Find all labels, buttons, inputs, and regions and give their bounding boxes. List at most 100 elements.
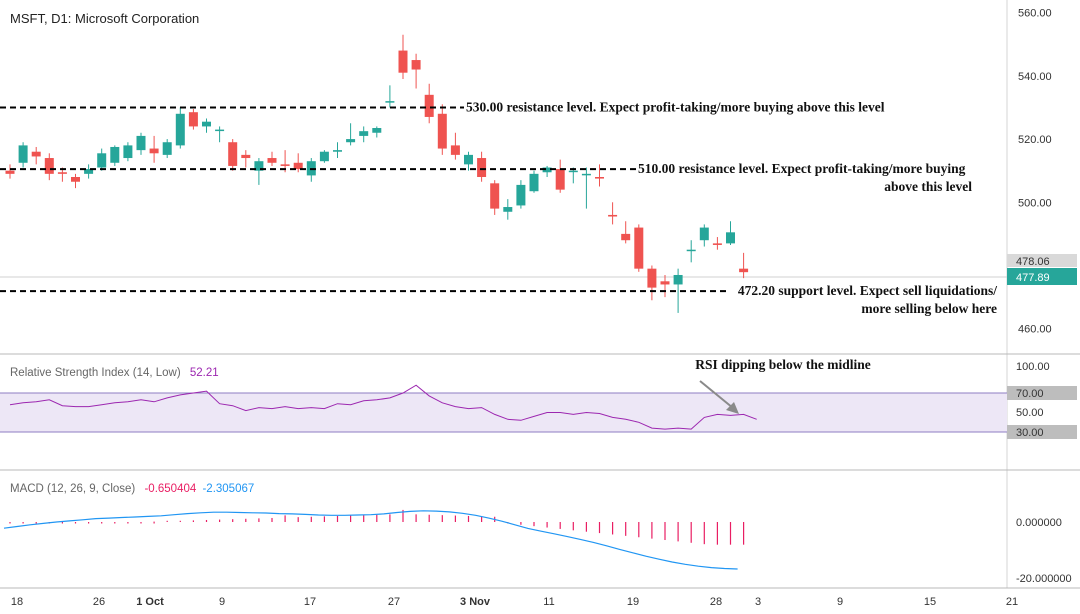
candle-bearish: [477, 158, 487, 177]
candle-bearish: [424, 94, 434, 117]
candle-bearish: [634, 227, 644, 269]
candle-bullish: [84, 169, 94, 174]
candle-bullish: [372, 128, 382, 133]
candle-bearish: [267, 158, 277, 163]
candle-bullish: [464, 154, 473, 165]
candle-bullish: [333, 150, 342, 152]
time-axis-label: 3: [755, 596, 761, 608]
rsi-tick-label: 70.00: [1016, 388, 1044, 400]
candle-bearish: [5, 170, 15, 174]
rsi-value: 52.21: [190, 367, 219, 379]
candle-bearish: [241, 154, 251, 159]
candle-bearish: [398, 50, 408, 73]
candle-bearish: [647, 268, 657, 288]
time-axis-label: 21: [1006, 596, 1018, 608]
candle-bullish: [359, 131, 369, 136]
price-tick-label: 540.00: [1018, 71, 1052, 83]
time-axis-label: 19: [627, 596, 639, 608]
macd-tick-label: 0.000000: [1016, 517, 1062, 529]
candle-bullish: [175, 113, 185, 146]
candle-bearish: [188, 112, 198, 127]
rsi-annotation-arrow: [699, 380, 734, 409]
candle-bullish: [97, 153, 107, 168]
candle-bearish: [293, 162, 303, 170]
candle-bullish: [516, 184, 526, 206]
time-axis-label: 3 Nov: [460, 596, 491, 608]
time-axis-label: 27: [388, 596, 400, 608]
rsi-tick-badge: [1007, 386, 1077, 400]
rsi-tick-badge: [1007, 425, 1077, 439]
candle-bearish: [437, 113, 447, 149]
candle-bearish: [712, 243, 722, 245]
rsi-name: Relative Strength Index (14, Low): [10, 367, 181, 379]
candle-bearish: [411, 60, 421, 70]
candle-bullish: [215, 129, 225, 132]
time-axis-label: 11: [543, 596, 554, 608]
rsi-annotation-arrowhead: [726, 402, 739, 414]
candle-bullish: [346, 139, 356, 143]
chart-title: MSFT, D1: Microsoft Corporation: [10, 11, 199, 26]
rsi-tick-label: 30.00: [1016, 427, 1044, 439]
candle-bullish: [542, 167, 552, 173]
rsi-line: [9, 384, 757, 430]
candle-bullish: [254, 161, 264, 171]
candle-bearish: [44, 158, 54, 174]
candle-bullish: [162, 142, 172, 155]
price-tick-label: 460.00: [1018, 324, 1052, 336]
candle-bearish: [280, 164, 290, 166]
price-badge-current-label: 477.89: [1016, 272, 1050, 284]
level-label: more selling below here: [861, 301, 997, 316]
candle-bullish: [699, 227, 709, 241]
macd-signal-value: -2.305067: [202, 483, 254, 495]
candle-bullish: [136, 135, 146, 151]
candle-bearish: [621, 233, 631, 241]
candle-bearish: [490, 183, 500, 209]
candle-bearish: [555, 169, 565, 190]
candle-bullish: [18, 145, 28, 163]
level-label: above this level: [884, 179, 972, 194]
candle-bearish: [595, 177, 604, 179]
macd-signal-line: [3, 510, 738, 570]
candle-bearish: [149, 148, 159, 154]
price-badge-upper-label: 478.06: [1016, 256, 1050, 268]
level-label: 472.20 support level. Expect sell liquid…: [738, 283, 997, 298]
macd-name: MACD (12, 26, 9, Close): [10, 483, 135, 495]
time-axis-label: 28: [710, 596, 722, 608]
candle-bullish: [110, 146, 120, 163]
macd-tick-label: -20.000000: [1016, 573, 1072, 585]
candle-bullish: [202, 121, 211, 127]
candle-bullish: [385, 101, 395, 103]
candle-bullish: [503, 207, 513, 212]
rsi-annotation: RSI dipping below the midline: [695, 357, 871, 372]
candle-bullish: [529, 173, 539, 192]
macd-value: -0.650404: [144, 483, 196, 495]
time-axis-label: 26: [93, 596, 105, 608]
rsi-tick-label: 50.00: [1016, 407, 1044, 419]
candle-bullish: [568, 170, 578, 173]
candle-bearish: [71, 177, 80, 182]
price-badge-upper: [1007, 254, 1077, 267]
price-tick-label: 560.00: [1018, 8, 1052, 20]
candle-bullish: [673, 274, 683, 285]
candle-bullish: [686, 249, 696, 252]
candle-bearish: [57, 172, 67, 174]
candle-bearish: [450, 145, 460, 155]
rsi-tick-label: 100.00: [1016, 361, 1050, 373]
time-axis-label: 1 Oct: [136, 596, 164, 608]
rsi-title: Relative Strength Index (14, Low) 52.21: [10, 367, 219, 379]
time-axis-label: 9: [837, 596, 843, 608]
time-axis-label: 9: [219, 596, 225, 608]
time-axis-label: 18: [11, 596, 23, 608]
candle-bullish: [319, 151, 329, 162]
candle-bullish: [726, 232, 735, 244]
candle-bullish: [123, 145, 133, 159]
price-tick-label: 520.00: [1018, 134, 1052, 146]
time-axis-label: 15: [924, 596, 936, 608]
price-tick-label: 500.00: [1018, 197, 1052, 209]
level-label: 510.00 resistance level. Expect profit-t…: [638, 161, 966, 176]
candle-bearish: [739, 268, 749, 273]
candle-bearish: [31, 151, 41, 157]
time-axis-label: 17: [304, 596, 316, 608]
price-badge-current: [1007, 268, 1077, 285]
